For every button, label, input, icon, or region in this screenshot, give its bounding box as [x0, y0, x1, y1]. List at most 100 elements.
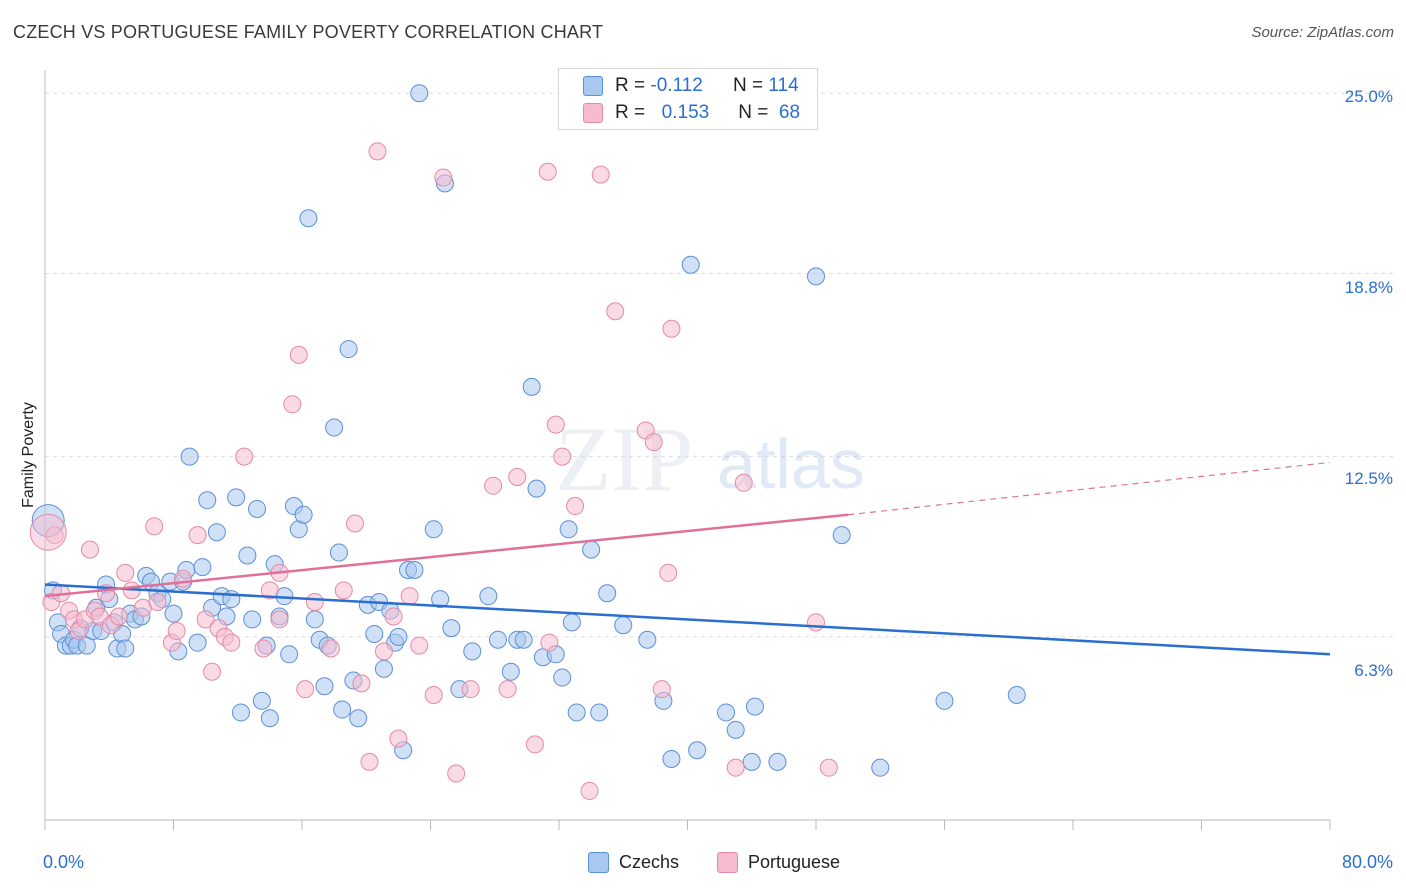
watermark-atlas: atlas: [717, 425, 865, 503]
portuguese-point: [29, 513, 67, 551]
portuguese-point: [566, 497, 585, 516]
czech-point: [553, 668, 572, 687]
czech-point: [333, 700, 352, 719]
czech-point: [527, 479, 546, 498]
czech-point: [252, 691, 271, 710]
x-tick-max: 80.0%: [1341, 852, 1393, 872]
czech-point: [410, 84, 429, 103]
czech-point: [688, 741, 707, 760]
czech-point: [871, 758, 890, 777]
portuguese-point: [203, 662, 222, 681]
portuguese-point: [296, 680, 315, 699]
portuguese-point: [289, 345, 308, 364]
czech-point: [726, 720, 745, 739]
portuguese-point: [461, 680, 480, 699]
czech-point: [935, 691, 954, 710]
czechs-legend-swatch: [588, 852, 609, 873]
axes: [44, 70, 1331, 830]
portuguese-point: [196, 610, 215, 629]
source-label: Source: ZipAtlas.com: [1251, 24, 1394, 41]
stats-legend: R = -0.112 N = 114 R = 0.153 N = 68: [558, 68, 818, 130]
czech-point: [227, 488, 246, 507]
czech-point: [198, 491, 217, 510]
portuguese-point: [410, 636, 429, 655]
czech-point: [180, 447, 199, 466]
portuguese-point: [424, 686, 443, 704]
portuguese-point: [662, 319, 681, 338]
chart-title: CZECH VS PORTUGUESE FAMILY POVERTY CORRE…: [13, 22, 604, 42]
czech-point: [231, 703, 250, 722]
czechs-swatch: [583, 76, 603, 96]
czechs-legend-label: Czechs: [619, 852, 680, 872]
portuguese-point: [508, 467, 527, 486]
czech-trend-line: [44, 583, 1331, 656]
czech-point: [339, 340, 358, 359]
portuguese-point: [116, 563, 135, 582]
y-tick-25: 25.0%: [1344, 87, 1393, 106]
portuguese-point: [734, 473, 753, 492]
portuguese-point: [652, 680, 671, 699]
n-value-portuguese: 68: [778, 102, 801, 123]
czech-point: [582, 540, 601, 559]
czech-point: [238, 546, 257, 565]
r-label: R =: [615, 75, 646, 96]
czech-point: [164, 604, 183, 623]
portuguese-point: [368, 142, 387, 161]
portuguese-legend-label: Portuguese: [748, 852, 841, 872]
czech-point: [431, 590, 450, 609]
portuguese-point: [222, 633, 241, 652]
n-label: N =: [738, 102, 769, 123]
n-label: N =: [732, 75, 764, 96]
czech-point: [325, 418, 344, 437]
watermark-zip: ZIP: [555, 408, 693, 510]
portuguese-point: [305, 592, 324, 611]
points-portuguese: [29, 142, 838, 800]
r-label: R =: [615, 102, 646, 123]
legend-item-czechs: Czechs: [588, 852, 679, 873]
czech-point: [405, 561, 424, 579]
portuguese-point: [352, 674, 371, 693]
czech-point: [717, 703, 736, 722]
czech-point: [488, 630, 507, 649]
portuguese-point: [188, 526, 207, 545]
x-tick-min: 0.0%: [43, 852, 85, 872]
portuguese-point: [145, 517, 164, 536]
czech-point: [614, 616, 633, 635]
czech-point: [299, 209, 318, 228]
czech-point: [116, 639, 135, 658]
czech-point: [559, 520, 578, 539]
portuguese-point: [498, 680, 517, 699]
czech-point: [365, 624, 384, 643]
portuguese-point: [254, 639, 273, 658]
czech-point: [280, 645, 299, 664]
czech-point: [442, 619, 461, 638]
portuguese-point: [109, 607, 128, 626]
portuguese-point: [553, 447, 572, 466]
portuguese-point: [540, 633, 559, 652]
czech-point: [768, 752, 787, 771]
y-tick-12-5: 12.5%: [1344, 469, 1393, 488]
portuguese-point: [389, 729, 408, 748]
legend-item-portuguese: Portuguese: [717, 852, 840, 873]
czech-point: [349, 709, 368, 728]
y-tick-6-3: 6.3%: [1354, 661, 1393, 680]
r-value-portuguese: 0.153: [661, 102, 710, 123]
r-value-czechs: -0.112: [650, 75, 703, 96]
portuguese-point: [374, 642, 393, 661]
portuguese-point: [606, 302, 625, 321]
portuguese-point: [525, 735, 544, 754]
czech-point: [598, 584, 617, 603]
czech-point: [638, 630, 657, 649]
portuguese-swatch: [583, 103, 603, 123]
portuguese-point: [484, 476, 503, 495]
portuguese-point: [270, 610, 289, 629]
czech-point: [305, 610, 324, 629]
portuguese-point: [235, 447, 254, 466]
czech-point: [315, 677, 334, 696]
portuguese-legend-swatch: [717, 852, 738, 873]
portuguese-point: [434, 168, 453, 187]
czech-point: [742, 752, 761, 771]
czech-point: [681, 255, 700, 274]
czech-point: [807, 267, 825, 286]
